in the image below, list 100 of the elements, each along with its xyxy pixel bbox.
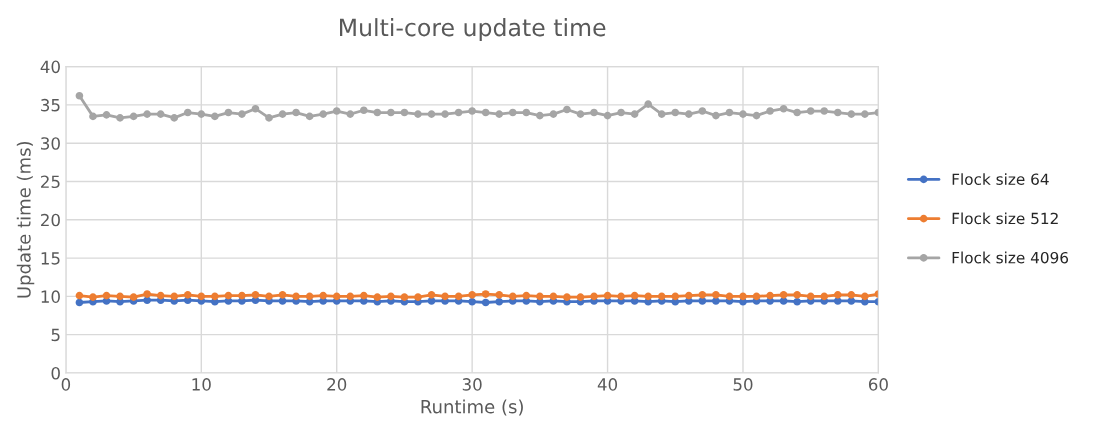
point	[644, 100, 653, 108]
point	[766, 107, 774, 115]
point	[739, 110, 747, 118]
point	[238, 110, 246, 118]
y-tick-label: 30	[41, 137, 60, 150]
x-tick-label: 30	[462, 378, 482, 391]
point	[305, 112, 314, 121]
point	[563, 293, 571, 301]
point	[129, 112, 138, 121]
point	[495, 297, 504, 306]
point	[441, 292, 449, 301]
x-tick-label: 40	[597, 378, 618, 391]
point	[522, 108, 531, 117]
point	[766, 291, 774, 300]
y-tick-label: 5	[51, 328, 60, 342]
point	[468, 291, 476, 299]
point	[847, 291, 856, 299]
point	[75, 91, 84, 100]
point	[725, 292, 734, 301]
point	[752, 292, 761, 301]
point	[319, 291, 327, 300]
point	[698, 291, 707, 299]
y-tick-label: 15	[41, 252, 60, 265]
x-tick-label: 20	[327, 378, 347, 391]
point	[197, 292, 206, 301]
x-tick-label: 0	[61, 378, 71, 391]
point	[793, 291, 801, 299]
point	[156, 291, 165, 300]
point	[861, 292, 869, 301]
legend-label: Flock size 512	[952, 212, 1058, 225]
point	[603, 291, 612, 300]
point	[373, 108, 382, 117]
x-axis-title: Runtime (s)	[421, 399, 523, 416]
point	[698, 107, 707, 115]
point	[89, 293, 97, 301]
point	[170, 292, 179, 301]
point	[414, 110, 422, 118]
point	[657, 292, 666, 301]
point	[89, 112, 97, 121]
point	[332, 107, 341, 115]
point	[346, 292, 355, 301]
point	[156, 110, 165, 118]
point	[251, 104, 260, 113]
y-tick-label: 35	[41, 98, 60, 112]
point	[75, 298, 84, 307]
point	[793, 297, 801, 306]
y-axis-title: Update time (ms)	[16, 141, 35, 298]
point	[441, 110, 449, 118]
y-tick-label: 40	[40, 60, 60, 74]
point	[278, 291, 287, 299]
legend-label: Flock size 64	[952, 173, 1049, 185]
y-tick-label: 0	[51, 366, 60, 380]
point	[671, 108, 680, 117]
point	[671, 292, 680, 301]
point	[617, 292, 625, 301]
point	[143, 110, 151, 118]
legend-label: Flock size 4096	[952, 251, 1069, 264]
point	[657, 110, 666, 118]
point	[143, 290, 151, 298]
point	[806, 292, 815, 301]
point	[793, 108, 801, 117]
point	[576, 110, 585, 118]
point	[292, 292, 300, 301]
point	[468, 297, 476, 306]
point	[129, 293, 138, 301]
point	[454, 108, 463, 117]
point	[833, 291, 842, 299]
x-tick-label: 60	[868, 378, 888, 391]
point	[684, 291, 693, 300]
point	[183, 291, 192, 299]
point	[427, 110, 436, 118]
point	[305, 292, 314, 301]
point	[197, 110, 206, 118]
x-tick-label: 50	[733, 378, 753, 391]
point	[75, 291, 84, 300]
point	[468, 107, 476, 115]
point	[481, 298, 490, 307]
x-tick-label: 10	[192, 378, 211, 391]
point	[211, 292, 219, 301]
point	[251, 291, 260, 299]
point	[373, 293, 382, 301]
point	[319, 110, 327, 118]
point	[102, 111, 111, 119]
point	[820, 292, 829, 301]
point	[481, 108, 490, 117]
point	[712, 297, 720, 305]
point	[387, 292, 395, 301]
point	[454, 292, 463, 301]
point	[549, 110, 558, 118]
y-tick-label: 10	[41, 290, 60, 303]
point	[644, 292, 653, 301]
point	[833, 108, 842, 117]
point	[820, 107, 829, 115]
y-tick-label: 25	[41, 175, 60, 189]
point	[603, 111, 612, 120]
point	[725, 108, 734, 117]
point	[590, 108, 598, 117]
point	[427, 291, 436, 299]
point	[387, 108, 395, 117]
point	[265, 114, 273, 122]
